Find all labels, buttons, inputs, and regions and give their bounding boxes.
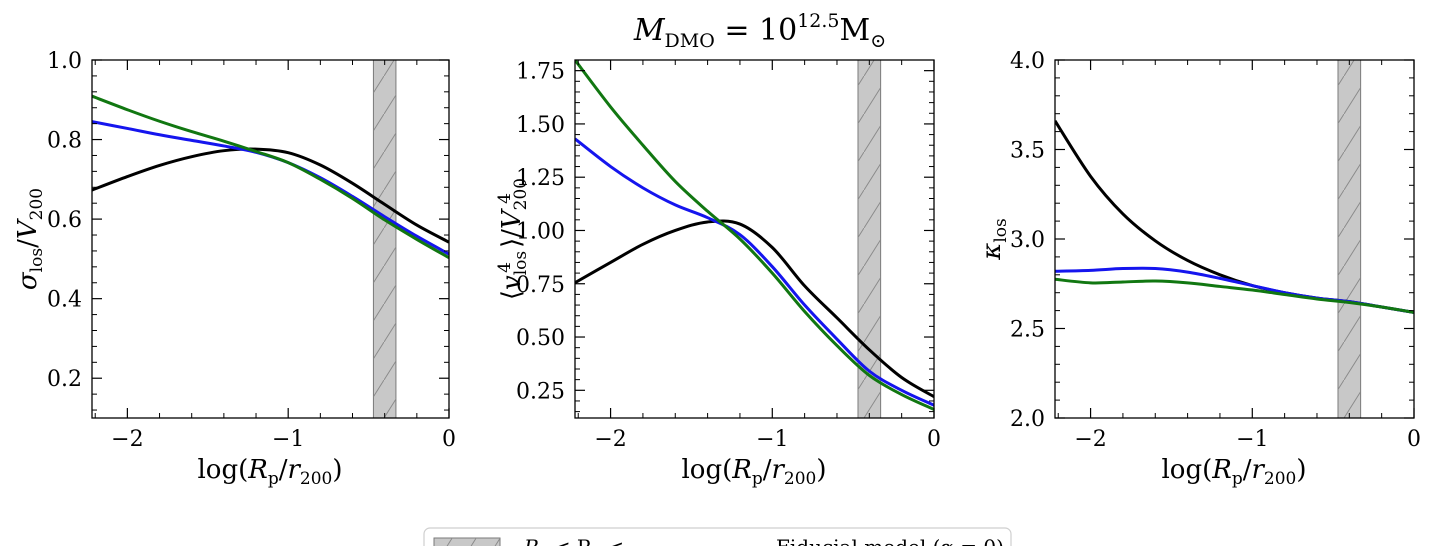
axes-frame-sigma <box>91 59 450 419</box>
series-group-v4 <box>575 60 934 411</box>
ytick-label-sigma: 0.2 <box>47 367 82 392</box>
xtick-label-kappa: −2 <box>1074 427 1106 452</box>
shaded-band-hatch-v4 <box>857 60 881 418</box>
shaded-band-hatch-sigma <box>373 60 396 418</box>
xtick-label-kappa: 0 <box>1407 427 1421 452</box>
figure-title: MDMO = 1012.5M⊙ <box>633 10 886 52</box>
xlabel-v4: log(Rp/r200) <box>681 455 826 489</box>
ytick-label-kappa: 2.0 <box>1010 407 1045 432</box>
xtick-label-sigma: −2 <box>111 427 143 452</box>
panel-sigma: −2 −1 0 0.2 0.4 0.6 0.8 1.0 <box>47 49 456 452</box>
ytick-label-kappa: 3.5 <box>1010 139 1045 164</box>
xtick-label-sigma: 0 <box>442 427 456 452</box>
ytick-label-v4: 0.25 <box>516 379 565 404</box>
series-group-sigma <box>92 94 449 260</box>
ytick-label-v4: 0.50 <box>516 326 565 351</box>
series-group-kappa <box>1055 120 1414 314</box>
series-line-v4-green <box>575 60 934 411</box>
ylabel-sigma: σlos/V200 <box>13 188 47 290</box>
xtick-label-v4: 0 <box>927 427 941 452</box>
ytick-label-sigma: 1.0 <box>47 49 82 74</box>
shaded-band-hatch-kappa <box>1337 60 1361 418</box>
legend: Re < Rp < ... Fiducial model (α = 0) <box>423 527 1012 546</box>
ytick-label-sigma: 0.8 <box>47 129 82 154</box>
ytick-label-v4: 0.75 <box>516 273 565 298</box>
panel-kappa: −2 −1 0 2.0 2.5 3.0 3.5 4.0 <box>1010 49 1421 452</box>
legend-frame <box>423 527 1012 546</box>
ytick-label-v4: 1.00 <box>516 219 565 244</box>
series-line-sigma-black <box>92 147 449 244</box>
xtick-label-v4: −1 <box>756 427 788 452</box>
ylabel-kappa: κlos <box>977 218 1011 260</box>
ytick-label-kappa: 4.0 <box>1010 49 1045 74</box>
ylabel-v4: ⟨vlos4⟩/V2004 <box>495 178 531 300</box>
ytick-label-v4: 1.75 <box>516 60 565 85</box>
legend-band-label: Re < Rp < ... <box>523 535 649 546</box>
series-line-sigma-green <box>92 94 449 260</box>
series-line-kappa-green <box>1055 277 1414 314</box>
xtick-label-v4: −2 <box>594 427 626 452</box>
xlabel-sigma: log(Rp/r200) <box>197 455 342 489</box>
series-line-v4-black <box>575 219 934 398</box>
ytick-label-v4: 1.25 <box>516 166 565 191</box>
ytick-label-v4: 1.50 <box>516 113 565 138</box>
xlabel-kappa: log(Rp/r200) <box>1161 455 1306 489</box>
ytick-label-kappa: 3.0 <box>1010 228 1045 253</box>
ytick-label-sigma: 0.4 <box>47 288 82 313</box>
panel-v4: −2 −1 0 0.25 0.50 0.75 1.00 1.25 1.50 1.75 <box>516 59 941 452</box>
legend-fiducial-label: Fiducial model (α = 0) <box>776 535 1004 546</box>
xtick-label-kappa: −1 <box>1236 427 1268 452</box>
axes-frame-v4 <box>574 59 935 419</box>
xtick-label-sigma: −1 <box>272 427 304 452</box>
ytick-label-sigma: 0.6 <box>47 208 82 233</box>
series-line-v4-blue <box>575 137 934 407</box>
legend-band-hatch <box>434 538 500 546</box>
ytick-label-kappa: 2.5 <box>1010 318 1045 343</box>
